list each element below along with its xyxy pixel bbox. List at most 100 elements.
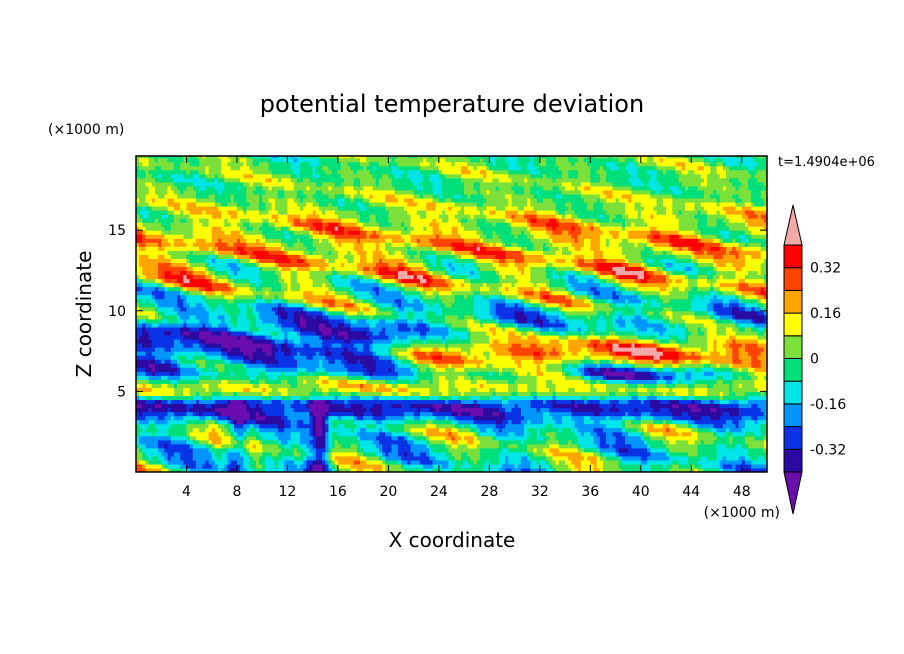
field-cell [173, 379, 178, 384]
field-cell [154, 234, 159, 239]
field-cell [183, 407, 188, 413]
field-cell [161, 439, 165, 445]
field-cell [218, 387, 222, 392]
field-cell [230, 431, 235, 437]
field-cell [142, 427, 147, 433]
field-cell [249, 407, 254, 413]
field-cell [170, 363, 175, 368]
field-cell [205, 415, 210, 421]
field-cell [158, 173, 162, 179]
field-cell [224, 270, 229, 276]
field-cell [173, 355, 178, 360]
field-cell [249, 306, 254, 312]
field-cell [227, 459, 232, 465]
field-cell [177, 197, 181, 203]
field-cell [170, 197, 175, 203]
field-cell [208, 314, 213, 320]
field-cell [233, 234, 238, 239]
field-cell [180, 467, 184, 472]
field-cell [167, 262, 172, 268]
field-cell [154, 351, 159, 356]
field-cell [142, 205, 147, 211]
field-cell [202, 262, 207, 268]
field-cell [158, 443, 162, 449]
field-cell [161, 467, 165, 472]
field-cell [240, 375, 244, 380]
field-cell [199, 169, 203, 175]
field-cell [148, 439, 153, 445]
field-cell [189, 298, 194, 304]
field-cell [240, 218, 244, 223]
field-cell [236, 355, 241, 360]
field-cell [221, 431, 225, 437]
field-cell [148, 407, 153, 413]
field-cell [142, 443, 147, 449]
field-cell [164, 407, 169, 413]
field-cell [246, 205, 251, 211]
field-cell [148, 254, 153, 259]
field-cell [180, 322, 184, 328]
field-cell [246, 443, 251, 449]
field-cell [240, 351, 244, 356]
field-cell [164, 197, 169, 203]
field-cell [145, 467, 150, 472]
field-cell [151, 246, 156, 251]
field-cell [173, 201, 178, 207]
field-cell [170, 407, 175, 413]
field-cell [180, 254, 184, 259]
field-cell [243, 156, 248, 159]
field-cell [208, 177, 213, 183]
field-cell [177, 367, 181, 372]
field-cell [218, 463, 222, 469]
field-cell [230, 286, 235, 292]
field-cell [189, 222, 194, 227]
field-cell [139, 419, 143, 425]
field-cell [154, 242, 159, 247]
field-cell [164, 306, 169, 312]
field-cell [189, 383, 194, 388]
field-cell [192, 383, 197, 388]
field-cell [211, 197, 216, 203]
field-cell [227, 201, 232, 207]
field-cell [233, 447, 238, 453]
field-cell [154, 218, 159, 223]
field-cell [240, 379, 244, 384]
field-cell [233, 230, 238, 235]
field-cell [240, 391, 244, 397]
field-cell [158, 367, 162, 372]
field-cell [233, 371, 238, 376]
field-cell [208, 294, 213, 300]
field-cell [136, 419, 140, 425]
field-cell [211, 347, 216, 352]
field-cell [136, 383, 140, 388]
field-cell [208, 270, 213, 276]
field-cell [249, 467, 254, 472]
field-cell [205, 371, 210, 376]
field-cell [180, 290, 184, 296]
field-cell [161, 201, 165, 207]
field-cell [136, 359, 140, 364]
field-cell [177, 165, 181, 171]
field-cell [199, 387, 203, 392]
field-cell [218, 379, 222, 384]
field-cell [236, 439, 241, 445]
field-cell [205, 157, 210, 163]
field-cell [214, 189, 219, 195]
field-cell [195, 250, 200, 255]
field-cell [230, 419, 235, 425]
field-cell [224, 459, 229, 465]
field-cell [192, 467, 197, 472]
field-cell [186, 423, 191, 429]
field-cell [154, 455, 159, 461]
field-cell [177, 383, 181, 388]
field-cell [227, 266, 232, 272]
field-cell [208, 156, 213, 159]
field-cell [142, 169, 147, 175]
field-cell [183, 201, 188, 207]
field-cell [161, 274, 165, 280]
field-cell [205, 367, 210, 372]
field-cell [154, 177, 159, 183]
field-cell [218, 411, 222, 417]
field-cell [142, 451, 147, 457]
